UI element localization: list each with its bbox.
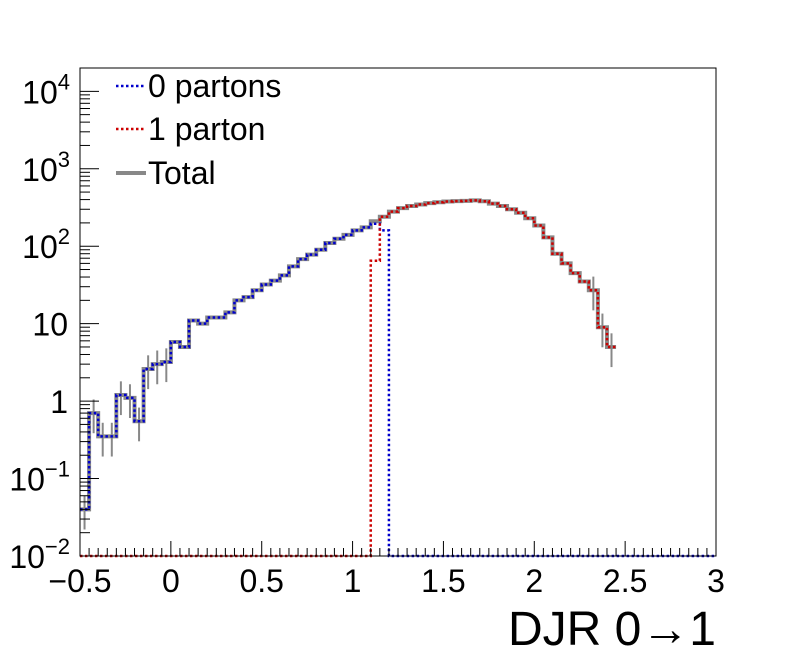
y-tick-label: 103: [22, 147, 70, 188]
y-tick-base: 10: [22, 152, 58, 188]
legend-label: 0 partons: [148, 68, 281, 104]
legend-entry: Total: [116, 155, 216, 191]
legend-entry: 1 parton: [116, 111, 265, 147]
y-tick-label: 1: [50, 384, 68, 420]
x-axis-label: DJR 0→1: [508, 603, 716, 656]
y-tick-label: 104: [22, 69, 70, 110]
y-tick-label-text: 10: [32, 307, 68, 343]
y-tick-exponent: 2: [58, 224, 70, 249]
y-tick-label-text: 10−1: [9, 457, 70, 498]
x-tick-label: 3: [707, 563, 725, 599]
legend-label: Total: [148, 155, 216, 191]
y-tick-base: 10: [9, 462, 45, 498]
legend-label: 1 parton: [148, 111, 265, 147]
x-tick-labels: −0.5 0 0.5 1 1.5 2 2.5 3: [48, 563, 724, 599]
x-tick-label: −0.5: [48, 563, 111, 599]
axis-ticks: [79, 67, 717, 557]
y-tick-exponent: −2: [45, 534, 70, 559]
x-tick-label: 2: [525, 563, 543, 599]
y-tick-label-text: 104: [22, 69, 70, 110]
y-tick-label: 10−2: [9, 534, 70, 575]
y-tick-exponent: −1: [45, 457, 70, 482]
y-tick-base: 10: [22, 229, 58, 265]
y-tick-label-text: 1: [50, 384, 68, 420]
x-tick-label: 0: [162, 563, 180, 599]
x-tick-label: 1.5: [421, 563, 465, 599]
x-tick-label: 1: [344, 563, 362, 599]
y-tick-label-text: 10−2: [9, 534, 70, 575]
series-line-0-partons: [80, 222, 716, 558]
x-tick-label: 2.5: [603, 563, 647, 599]
y-tick-base: 10: [22, 74, 58, 110]
y-tick-exponent: 4: [58, 69, 70, 94]
series-line-total: [80, 198, 617, 512]
y-tick-label: 102: [22, 224, 70, 265]
legend-entry: 0 partons: [116, 68, 281, 104]
y-tick-label: 10: [32, 307, 68, 343]
y-tick-label-text: 103: [22, 147, 70, 188]
y-tick-label: 10−1: [9, 457, 70, 498]
x-tick-label: 0.5: [239, 563, 283, 599]
y-tick-exponent: 3: [58, 147, 70, 172]
legend: 0 partons 1 parton Total: [116, 68, 281, 191]
y-tick-base: 10: [9, 539, 45, 575]
y-tick-label-text: 102: [22, 224, 70, 265]
